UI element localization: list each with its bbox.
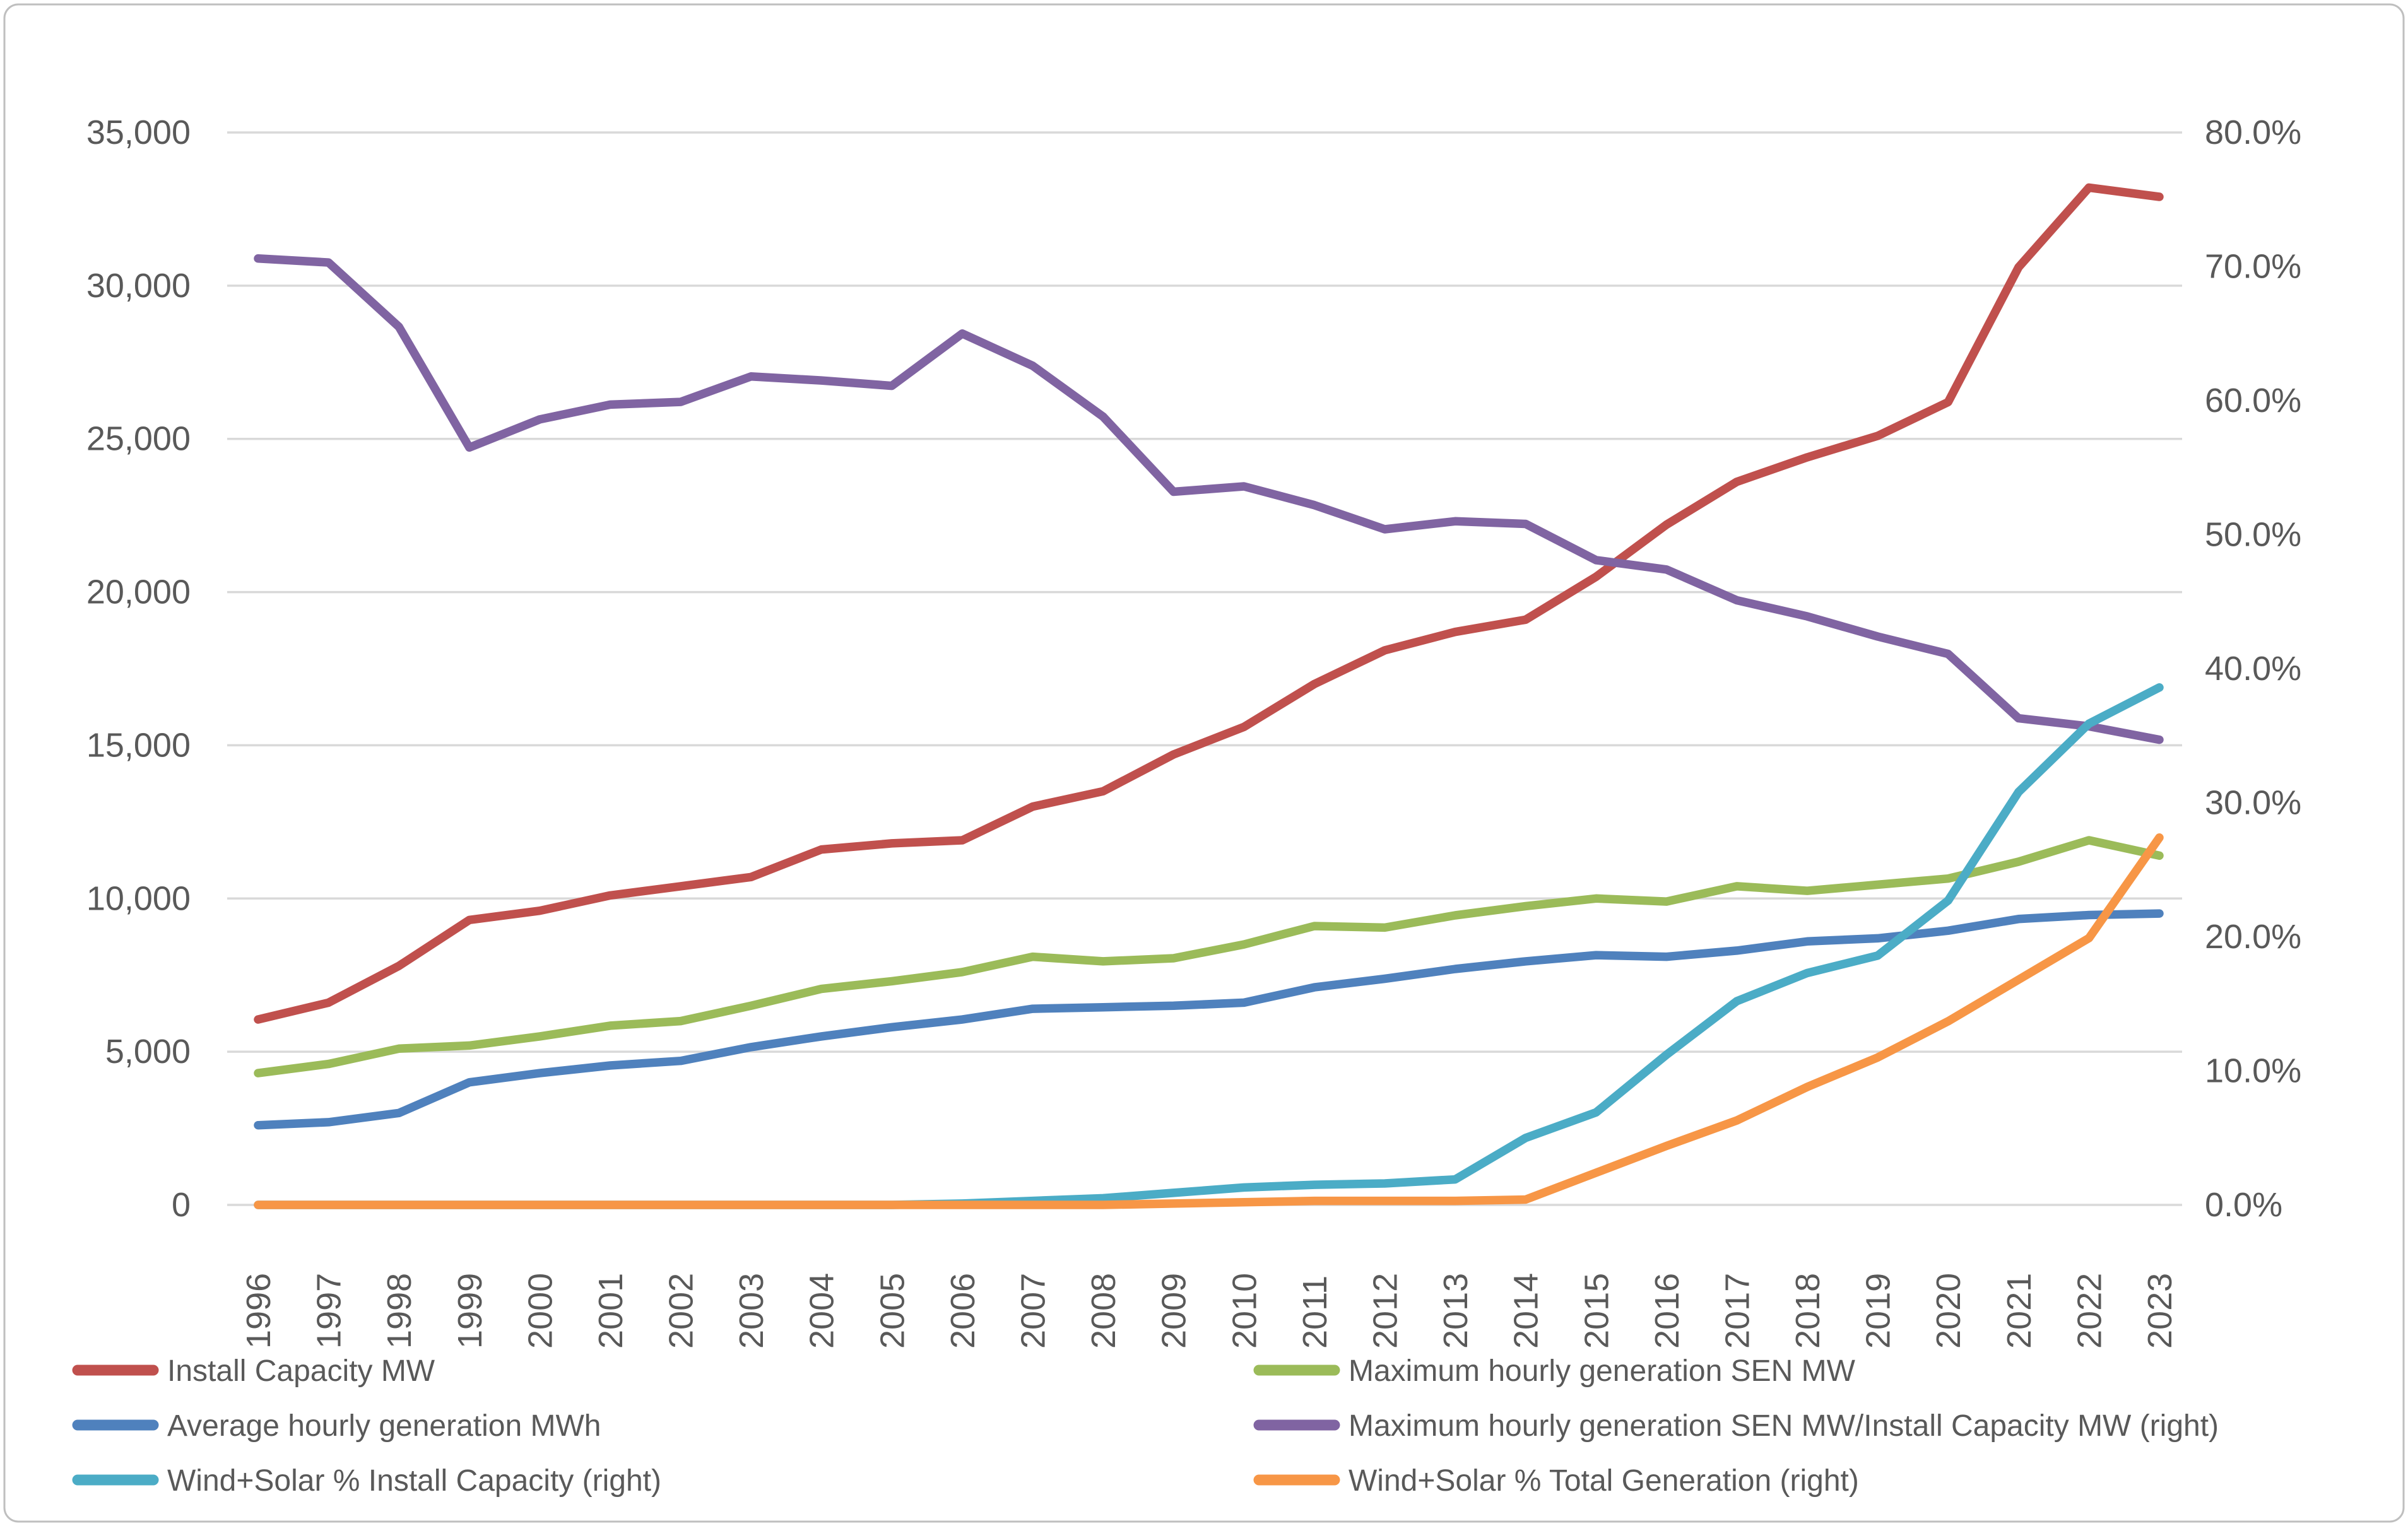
legend-label-wind-solar-install-capacity-right: Wind+Solar % Install Capacity (right) — [167, 1464, 661, 1498]
right-axis-tick-label: 80.0% — [2205, 114, 2301, 151]
left-axis-tick-label: 35,000 — [86, 114, 191, 151]
legend-label-install-capacity-mw: Install Capacity MW — [167, 1354, 435, 1388]
x-axis-year-label: 1998 — [381, 1273, 418, 1349]
left-axis-tick-label: 20,000 — [86, 573, 191, 611]
legend: Install Capacity MW Maximum hourly genera… — [72, 1354, 2219, 1498]
legend-item-install-capacity-mw: Install Capacity MW — [72, 1354, 435, 1388]
right-axis-tick-label: 60.0% — [2205, 382, 2301, 420]
legend-item-average-hourly-generation-mwh: Average hourly generation MWh — [72, 1409, 601, 1443]
right-axis-tick-label: 70.0% — [2205, 248, 2301, 286]
legend-label-maximum-hourly-generation-sen-mw: Maximum hourly generation SEN MW — [1349, 1354, 1856, 1388]
x-axis-year-label: 2018 — [1789, 1273, 1827, 1349]
x-axis-year-label: 2009 — [1155, 1273, 1193, 1349]
x-axis-year-label: 2005 — [873, 1273, 911, 1349]
left-axis-tick-label: 10,000 — [86, 879, 191, 917]
x-axis-year-label: 2000 — [521, 1273, 559, 1349]
x-axis-year-label: 2014 — [1508, 1273, 1545, 1349]
gridlines — [227, 131, 2182, 1206]
series-line-wind-solar-install-capacity-right — [254, 683, 2164, 1209]
x-axis-year-label: 2006 — [944, 1273, 982, 1349]
series-line-wind-solar-total-generation-right — [254, 833, 2164, 1209]
right-axis-tick-label: 0.0% — [2205, 1186, 2282, 1224]
series-line-maximum-hourly-generation-sen-mw-install-capacity-mw-right — [254, 254, 2164, 744]
legend-label-wind-solar-total-generation-right: Wind+Solar % Total Generation (right) — [1349, 1464, 1859, 1498]
x-axis-year-label: 2015 — [1578, 1273, 1615, 1349]
x-axis-year-label: 2021 — [2000, 1273, 2038, 1349]
x-axis-year-label: 2022 — [2070, 1273, 2108, 1349]
left-axis-tick-label: 30,000 — [86, 267, 191, 305]
left-axis-labels: 0 5,000 10,000 15,000 20,000 25,000 30,000 35,0… — [86, 114, 191, 1224]
legend-item-maximum-hourly-generation-sen-mw: Maximum hourly generation SEN MW — [1253, 1354, 1856, 1388]
series-lines — [254, 183, 2164, 1209]
x-axis-year-label: 2008 — [1085, 1273, 1123, 1349]
legend-item-maximum-hourly-generation-sen-mw-install-capacity-mw-right: Maximum hourly generation SEN MW/Install… — [1253, 1409, 2219, 1443]
x-axis-year-label: 2003 — [733, 1273, 770, 1349]
right-axis-labels: 0.0% 10.0% 20.0% 30.0% 40.0% 50.0% 60.0% 70.0% 8… — [2205, 114, 2301, 1224]
series-line-average-hourly-generation-mwh — [254, 909, 2164, 1130]
right-axis-tick-label: 10.0% — [2205, 1052, 2301, 1090]
x-axis-year-label: 1997 — [310, 1273, 348, 1349]
x-axis-year-label: 2012 — [1366, 1273, 1404, 1349]
right-axis-tick-label: 40.0% — [2205, 650, 2301, 688]
legend-item-wind-solar-total-generation-right: Wind+Solar % Total Generation (right) — [1253, 1464, 1859, 1498]
x-axis-labels: 1996 1997 1998 1999 2000 2001 2002 2003 2004 2005… — [240, 1273, 2179, 1349]
x-axis-year-label: 1996 — [240, 1273, 278, 1349]
x-axis-year-label: 2013 — [1437, 1273, 1475, 1349]
x-axis-year-label: 2016 — [1648, 1273, 1686, 1349]
left-axis-tick-label: 0 — [172, 1186, 191, 1224]
series-line-maximum-hourly-generation-sen-mw — [254, 836, 2164, 1077]
x-axis-year-label: 2019 — [1860, 1273, 1897, 1349]
left-axis-tick-label: 15,000 — [86, 726, 191, 764]
x-axis-year-label: 2001 — [592, 1273, 630, 1349]
right-axis-tick-label: 30.0% — [2205, 784, 2301, 822]
x-axis-year-label: 2007 — [1015, 1273, 1053, 1349]
legend-label-maximum-hourly-generation-sen-mw-install-capacity-mw-right: Maximum hourly generation SEN MW/Install… — [1349, 1409, 2219, 1443]
chart-border — [3, 3, 2405, 1523]
x-axis-year-label: 1999 — [451, 1273, 489, 1349]
left-axis-tick-label: 5,000 — [105, 1033, 191, 1071]
x-axis-year-label: 2011 — [1296, 1276, 1334, 1349]
right-axis-tick-label: 20.0% — [2205, 918, 2301, 956]
legend-label-average-hourly-generation-mwh: Average hourly generation MWh — [167, 1409, 601, 1443]
x-axis-year-label: 2010 — [1225, 1273, 1263, 1349]
x-axis-year-label: 2002 — [663, 1273, 700, 1349]
x-axis-year-label: 2023 — [2141, 1273, 2179, 1349]
legend-item-wind-solar-install-capacity-right: Wind+Solar % Install Capacity (right) — [72, 1464, 661, 1498]
x-axis-year-label: 2004 — [803, 1273, 841, 1349]
left-axis-tick-label: 25,000 — [86, 420, 191, 458]
series-line-install-capacity-mw — [254, 183, 2164, 1024]
x-axis-year-label: 2020 — [1930, 1273, 1968, 1349]
right-axis-tick-label: 50.0% — [2205, 516, 2301, 554]
x-axis-year-label: 2017 — [1718, 1273, 1756, 1349]
